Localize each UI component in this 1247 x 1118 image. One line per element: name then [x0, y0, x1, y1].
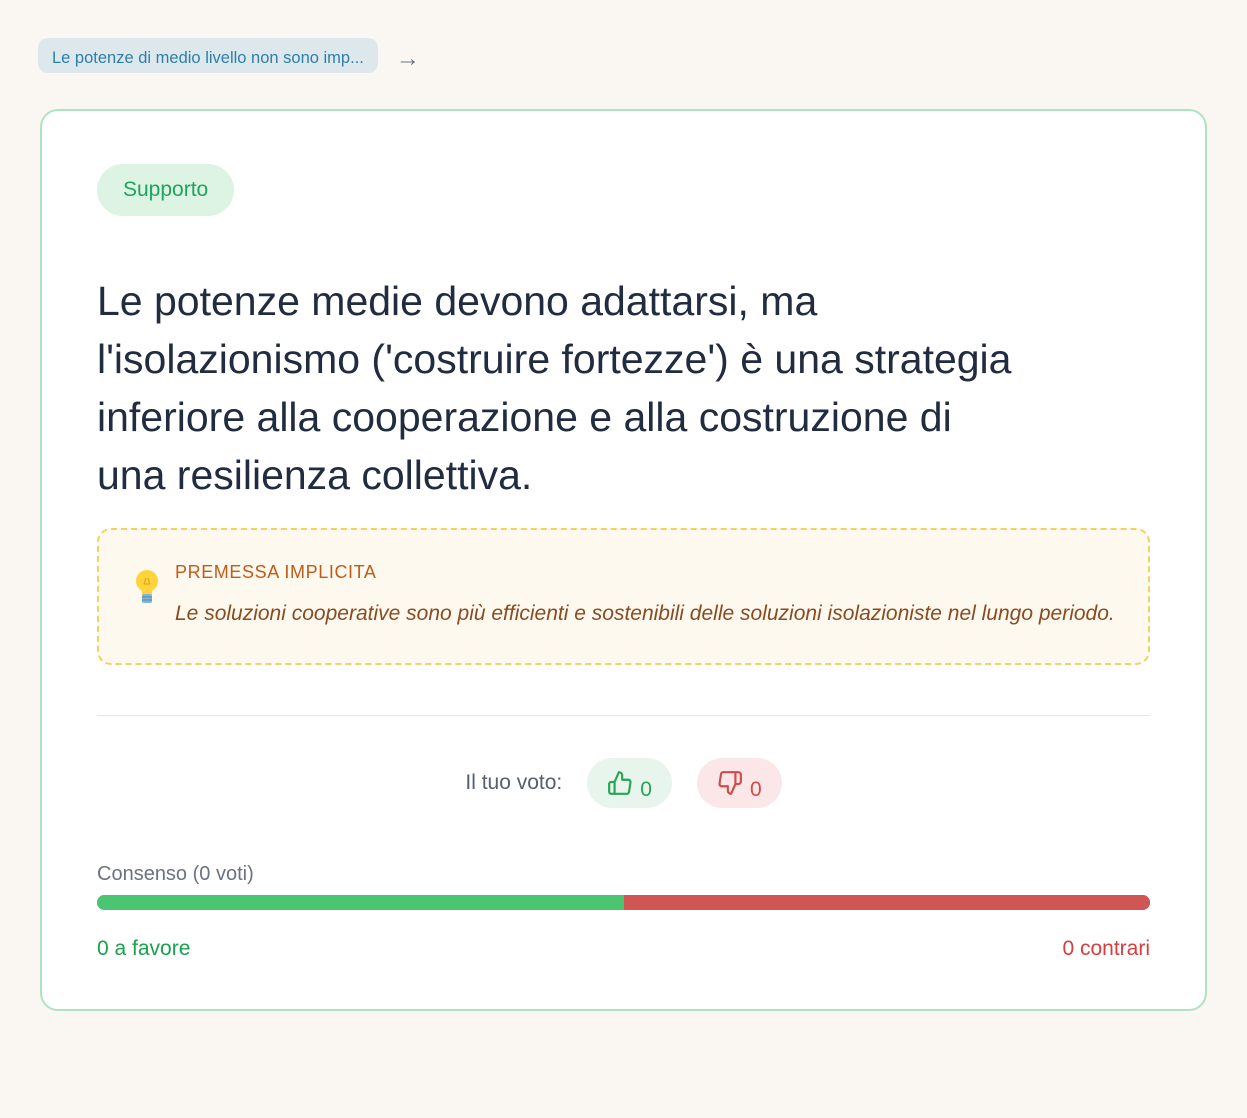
lightbulb-icon [136, 569, 158, 603]
thumbs-down-icon [718, 770, 742, 795]
downvote-count: 0 [749, 777, 762, 801]
upvote-button[interactable]: 0 [587, 757, 672, 808]
upvote-count: 0 [640, 777, 652, 801]
consensus-bar-against [623, 894, 1150, 910]
parent-claim-link[interactable]: Le potenze di medio livello non sono imp… [38, 38, 378, 73]
premise-label: PREMESSA IMPLICITA [175, 561, 377, 582]
downvote-button[interactable]: 0 [696, 757, 782, 808]
arrow-right-icon: → [395, 44, 420, 72]
divider [97, 714, 1150, 716]
premise-text: Le soluzioni cooperative sono più effici… [175, 601, 1115, 625]
claim-type-badge: Supporto [97, 163, 235, 216]
consensus-footer: 0 a favore 0 contrari [97, 937, 1150, 961]
consensus-bar [97, 894, 1150, 910]
implicit-premise-box: PREMESSA IMPLICITA Le soluzioni cooperat… [97, 527, 1150, 665]
vote-row: Il tuo voto: 0 0 [97, 757, 1150, 808]
breadcrumb: Le potenze di medio livello non sono imp… [38, 38, 1247, 73]
claim-title: Le potenze medie devono adattarsi, ma l'… [97, 277, 1012, 498]
claim-card: Supporto Le potenze medie devono adattar… [40, 108, 1207, 1011]
thumbs-up-icon [608, 770, 632, 795]
favor-count-label: 0 a favore [97, 936, 191, 960]
against-count-label: 0 contrari [1062, 936, 1150, 960]
consensus-bar-favor [97, 894, 624, 910]
vote-label: Il tuo voto: [465, 770, 563, 794]
consensus-label: Consenso (0 voti) [97, 862, 254, 885]
consensus-section: Consenso (0 voti) 0 a favore 0 contrari [97, 863, 1150, 961]
premise-content: PREMESSA IMPLICITA Le soluzioni cooperat… [175, 562, 1118, 633]
